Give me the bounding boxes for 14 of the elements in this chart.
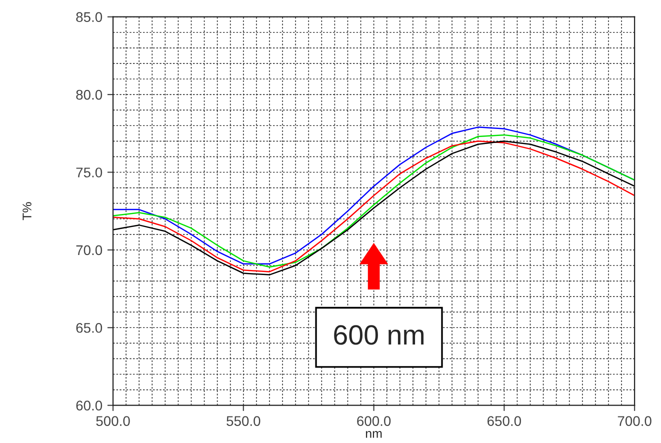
x-tick-label: 650.0 [488, 416, 522, 426]
x-axis-title: nm [366, 431, 382, 438]
y-tick-label: 70.0 [76, 245, 102, 256]
y-tick-label: 60.0 [76, 400, 102, 411]
x-tick-label: 700.0 [618, 416, 652, 426]
y-tick-label: 80.0 [76, 90, 102, 100]
x-tick-label: 550.0 [226, 416, 260, 426]
x-tick-label: 600.0 [357, 416, 391, 426]
x-tick-label: 500.0 [96, 416, 130, 426]
y-axis-title: T% [22, 202, 32, 220]
y-tick-label: 75.0 [76, 168, 102, 178]
y-tick-label: 65.0 [76, 322, 102, 333]
y-tick-label: 85.0 [76, 12, 102, 22]
annotation: 600 nm [334, 325, 424, 345]
